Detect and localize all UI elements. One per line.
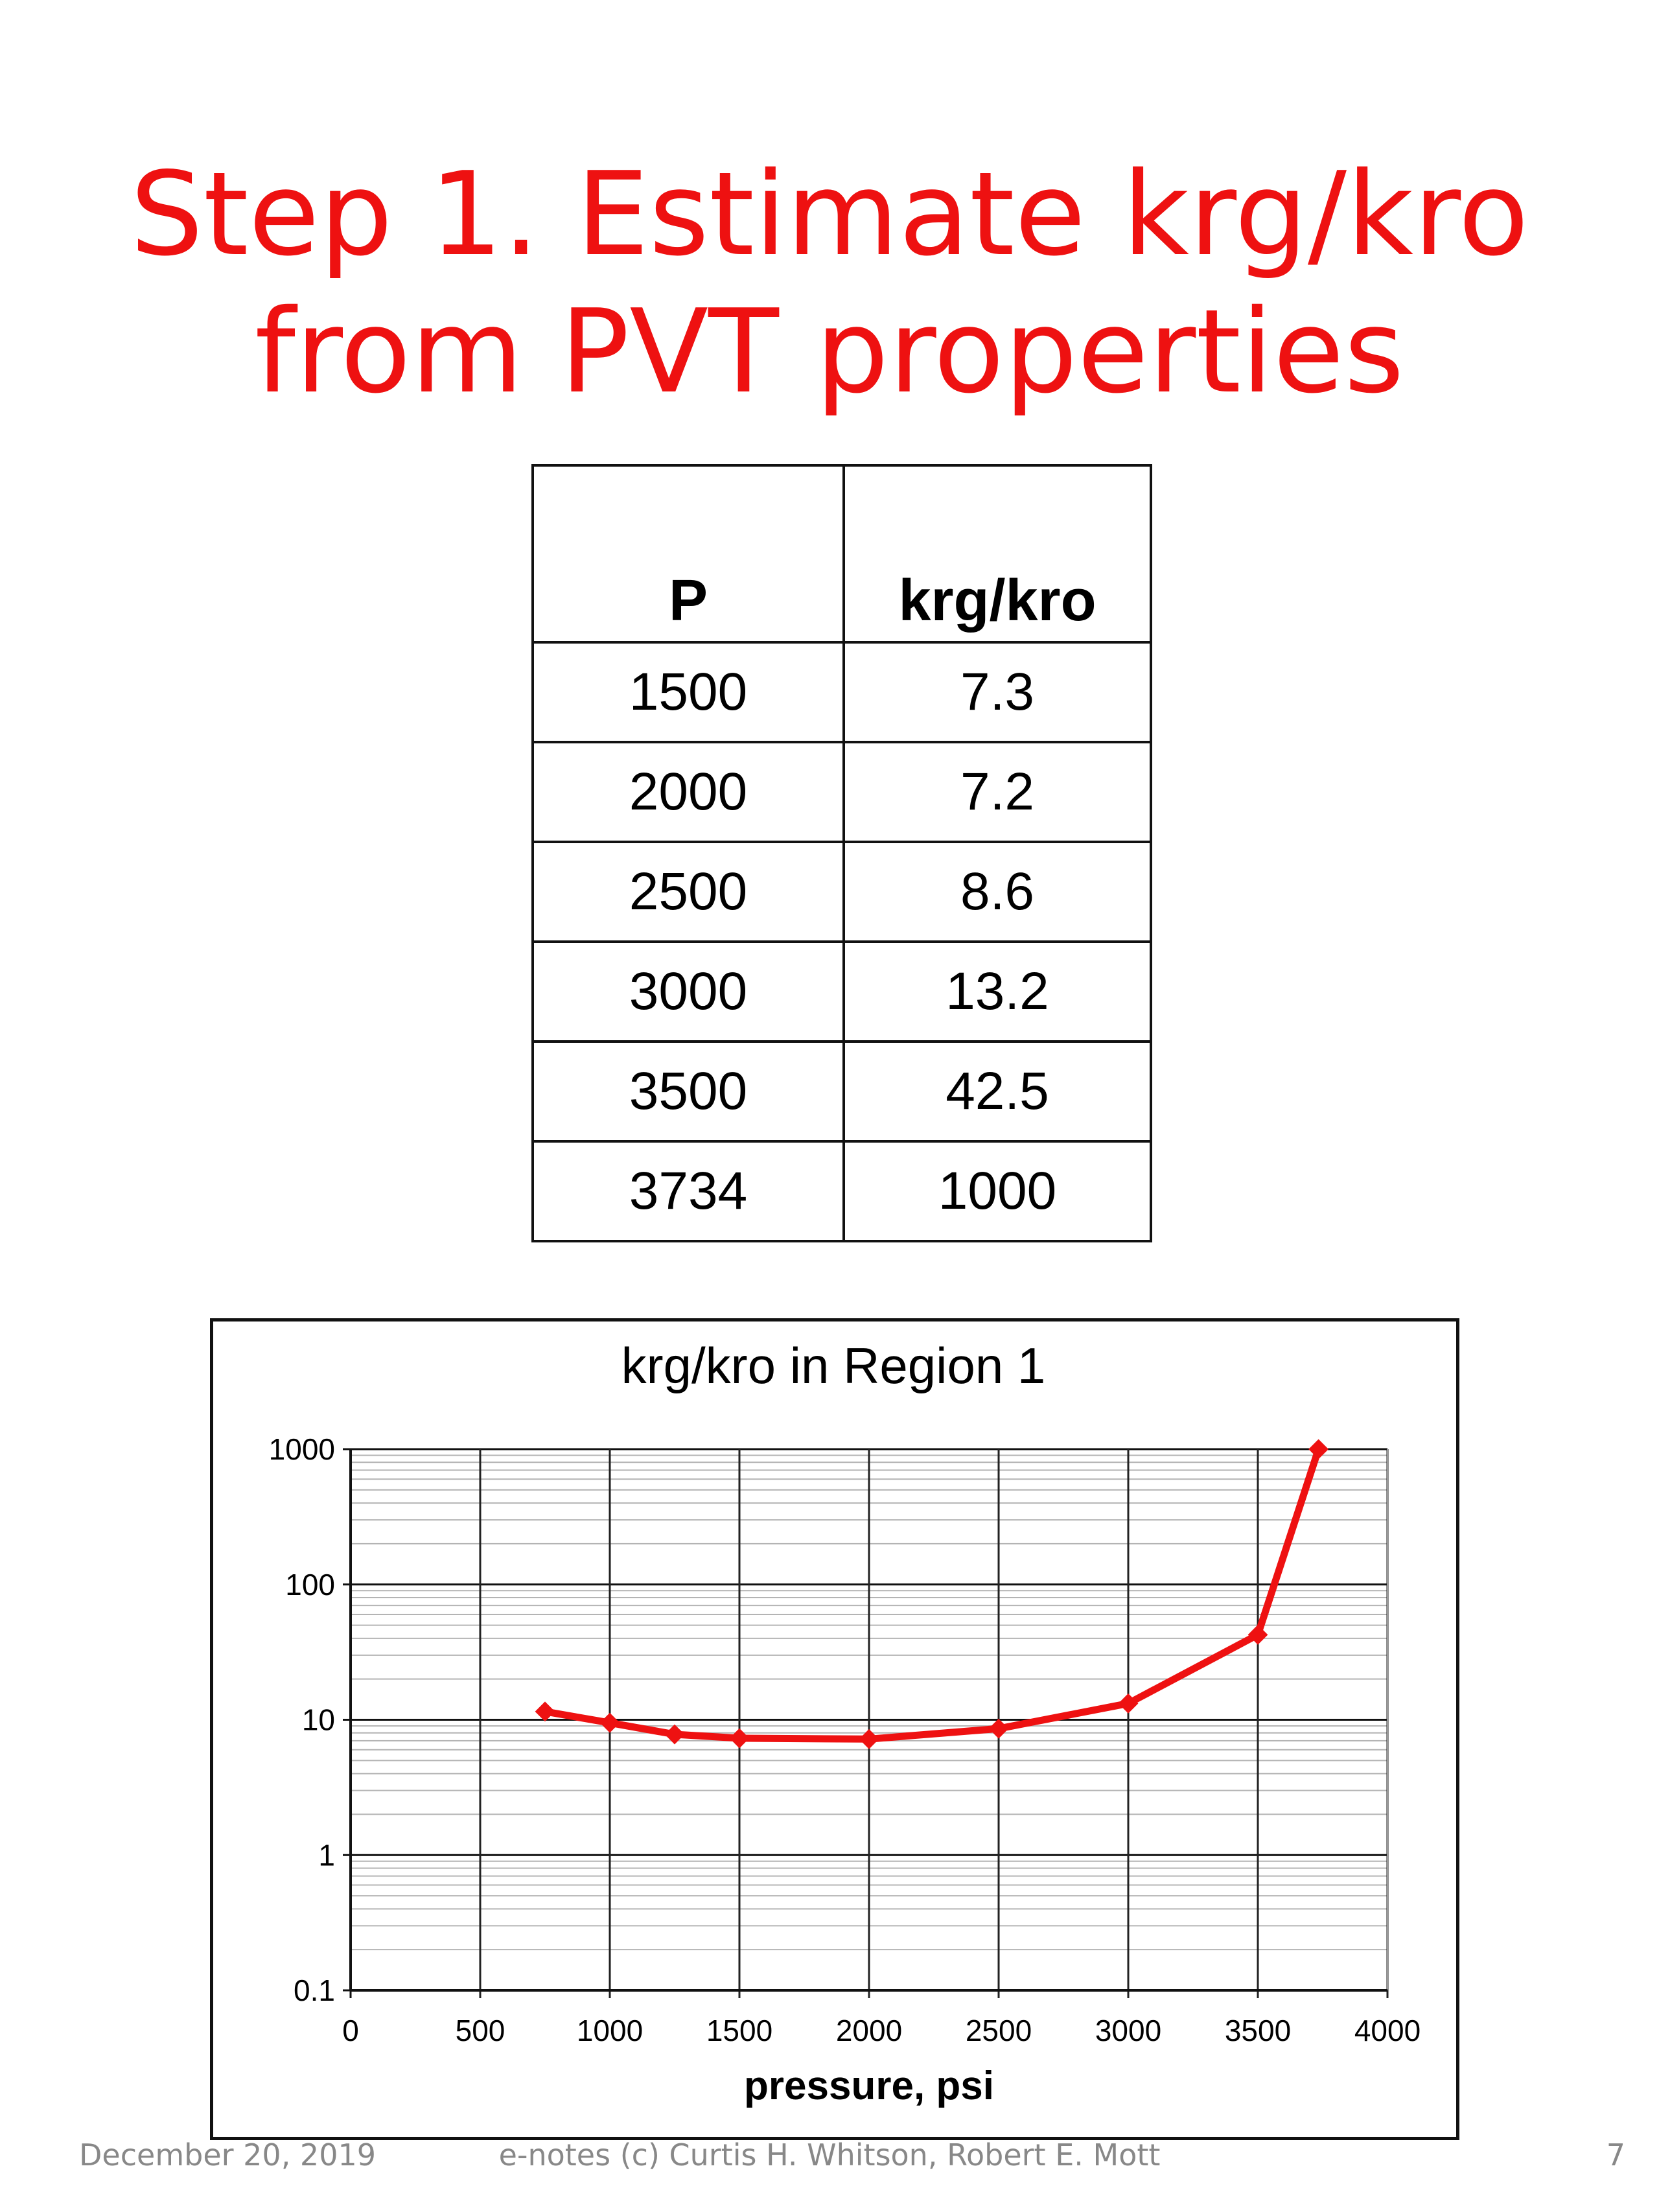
table-cell-p: 3734 bbox=[531, 1140, 845, 1242]
table-cell-ratio: 7.2 bbox=[842, 741, 1152, 843]
pvt-table: P krg/kro 1500 7.3 2000 7.2 2500 8.6 300… bbox=[531, 464, 1152, 1242]
slide-title: Step 1. Estimate krg/kro from PVT proper… bbox=[0, 146, 1659, 421]
footer-date: December 20, 2019 bbox=[79, 2137, 377, 2172]
y-tick-label: 0.1 bbox=[294, 1973, 335, 2007]
x-tick-label: 1000 bbox=[577, 2014, 643, 2047]
chart-frame: krg/kro in Region 1 0.1 1 10 100 1000 0 500 100… bbox=[210, 1318, 1459, 2140]
data-point bbox=[729, 1728, 750, 1749]
chart-grid bbox=[343, 1448, 1389, 1998]
chart-title: krg/kro in Region 1 bbox=[621, 1337, 1046, 1394]
table-row: 3500 42.5 bbox=[531, 1040, 1152, 1143]
table-cell-p: 1500 bbox=[531, 641, 845, 743]
table-cell-ratio: 8.6 bbox=[842, 841, 1152, 943]
table-header-krg-kro: krg/kro bbox=[842, 464, 1152, 644]
table-row: 3734 1000 bbox=[531, 1140, 1152, 1242]
data-point bbox=[599, 1712, 620, 1733]
slide-title-line-1: Step 1. Estimate krg/kro bbox=[130, 147, 1529, 281]
x-tick-label: 3000 bbox=[1095, 2014, 1161, 2047]
x-tick-label: 2000 bbox=[836, 2014, 902, 2047]
x-tick-label: 500 bbox=[456, 2014, 505, 2047]
x-tick-label: 4000 bbox=[1354, 2014, 1421, 2047]
y-tick-label: 1 bbox=[318, 1838, 335, 1872]
table-cell-ratio: 13.2 bbox=[842, 940, 1152, 1043]
data-point bbox=[859, 1729, 879, 1749]
slide-title-line-2: from PVT properties bbox=[255, 285, 1404, 419]
data-point bbox=[1118, 1693, 1139, 1714]
chart-series bbox=[535, 1439, 1329, 1749]
chart-axes: 0.1 1 10 100 1000 0 500 1000 1500 2000 2500 3000 350… bbox=[269, 1432, 1421, 2047]
data-point bbox=[1247, 1624, 1268, 1645]
footer-page-number: 7 bbox=[1606, 2137, 1625, 2172]
table-cell-ratio: 1000 bbox=[842, 1140, 1152, 1242]
table-cell-p: 3000 bbox=[531, 940, 845, 1043]
table-row: 3000 13.2 bbox=[531, 940, 1152, 1043]
data-point bbox=[535, 1701, 555, 1722]
footer-credit: e-notes (c) Curtis H. Whitson, Robert E.… bbox=[498, 2137, 1161, 2172]
y-tick-label: 100 bbox=[285, 1568, 335, 1601]
series-line bbox=[544, 1448, 1322, 1743]
x-tick-label: 0 bbox=[342, 2014, 359, 2047]
table-cell-p: 2500 bbox=[531, 841, 845, 943]
table-cell-p: 3500 bbox=[531, 1040, 845, 1143]
table-header-row: P krg/kro bbox=[531, 464, 1152, 644]
table-cell-p: 2000 bbox=[531, 741, 845, 843]
y-tick-label: 1000 bbox=[269, 1432, 335, 1466]
table-row: 1500 7.3 bbox=[531, 641, 1152, 743]
data-point bbox=[988, 1718, 1009, 1739]
chart-svg: krg/kro in Region 1 0.1 1 10 100 1000 0 500 100… bbox=[269, 1337, 1421, 2108]
table-header-p: P bbox=[531, 464, 845, 644]
chart-x-axis-label: pressure, psi bbox=[744, 2064, 994, 2108]
table-row: 2500 8.6 bbox=[531, 841, 1152, 943]
data-point bbox=[1308, 1439, 1329, 1460]
x-tick-label: 3500 bbox=[1225, 2014, 1291, 2047]
data-point bbox=[664, 1724, 685, 1745]
table-row: 2000 7.2 bbox=[531, 741, 1152, 843]
x-tick-label: 2500 bbox=[966, 2014, 1032, 2047]
x-tick-label: 1500 bbox=[706, 2014, 772, 2047]
table-cell-ratio: 42.5 bbox=[842, 1040, 1152, 1143]
y-tick-label: 10 bbox=[302, 1703, 335, 1737]
table-cell-ratio: 7.3 bbox=[842, 641, 1152, 743]
